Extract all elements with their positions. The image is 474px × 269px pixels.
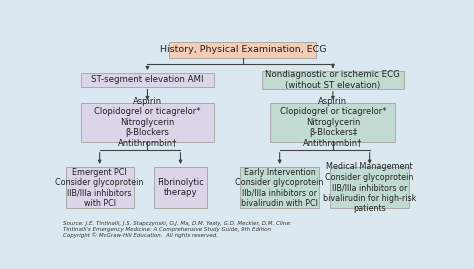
FancyBboxPatch shape <box>82 103 213 141</box>
Text: Early Intervention
Consider glycoprotein
IIb/IIIa inhibitors or
bivalirudin with: Early Intervention Consider glycoprotein… <box>236 168 324 208</box>
FancyBboxPatch shape <box>154 167 207 208</box>
Text: Fibrinolytic
therapy: Fibrinolytic therapy <box>157 178 204 197</box>
Text: Aspirin
Clopidogrel or ticagrelor*
Nitroglycerin
β-Blockers
Antithrombin†: Aspirin Clopidogrel or ticagrelor* Nitro… <box>94 97 201 148</box>
FancyBboxPatch shape <box>169 42 316 58</box>
Text: Source: J.E. Tintinalli, J.S. Stapczynski, O.J. Ma, D.M. Yealy, G.D. Meckler, D.: Source: J.E. Tintinalli, J.S. Stapczynsk… <box>63 221 292 238</box>
Text: Medical Management
Consider glycoprotein
IIB/IIIa inhibitors or
bivalirudin for : Medical Management Consider glycoprotein… <box>323 162 416 213</box>
Text: Aspirin
Clopidogrel or ticagrelor*
Nitroglycerin
β-Blockers‡
Antithrombin†: Aspirin Clopidogrel or ticagrelor* Nitro… <box>280 97 386 148</box>
FancyBboxPatch shape <box>82 73 213 87</box>
Text: Emergent PCI
Consider glycoprotein
IIB/IIIa inhibitors
with PCI: Emergent PCI Consider glycoprotein IIB/I… <box>55 168 144 208</box>
FancyBboxPatch shape <box>240 167 319 208</box>
Text: History, Physical Examination, ECG: History, Physical Examination, ECG <box>160 45 326 54</box>
FancyBboxPatch shape <box>330 167 409 208</box>
Text: ST-segment elevation AMI: ST-segment elevation AMI <box>91 75 204 84</box>
FancyBboxPatch shape <box>262 71 404 89</box>
FancyBboxPatch shape <box>271 103 395 141</box>
Text: Nondiagnostic or ischemic ECG
(without ST elevation): Nondiagnostic or ischemic ECG (without S… <box>265 70 401 90</box>
FancyBboxPatch shape <box>66 167 134 208</box>
